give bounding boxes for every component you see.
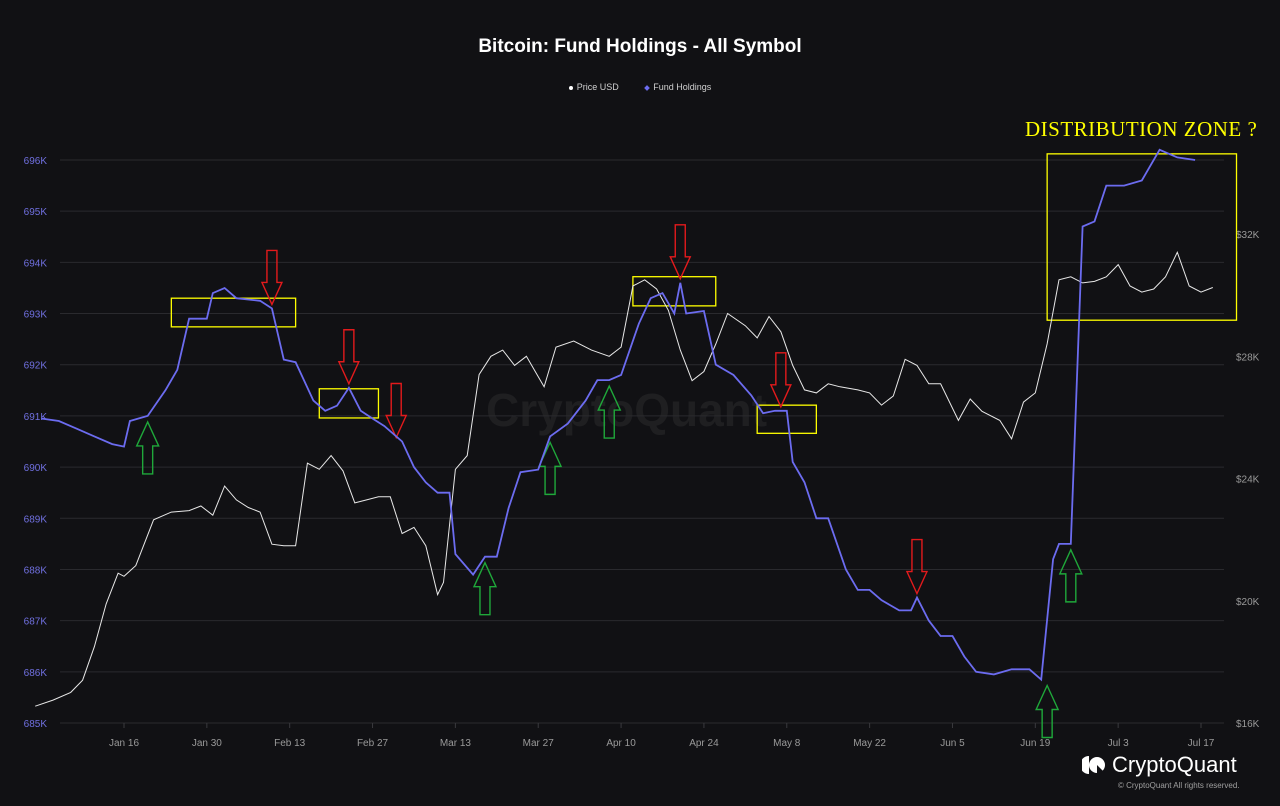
- circle-marker-icon: [568, 85, 573, 90]
- svg-text:$24K: $24K: [1236, 475, 1260, 486]
- gridlines: [60, 159, 1224, 724]
- buy-arrow-icon: [1035, 683, 1060, 739]
- cryptoquant-logo: CryptoQuant: [1082, 752, 1237, 778]
- svg-text:Mar 27: Mar 27: [523, 738, 555, 749]
- svg-text:695K: 695K: [24, 207, 48, 218]
- svg-text:Feb 13: Feb 13: [274, 738, 306, 749]
- svg-text:Jan 16: Jan 16: [109, 738, 139, 749]
- svg-text:692K: 692K: [24, 361, 48, 372]
- copyright: © CryptoQuant All rights reserved.: [1118, 781, 1240, 790]
- svg-text:Mar 13: Mar 13: [440, 738, 472, 749]
- right-axis-labels: $16K $20K $24K $28K $32K: [1236, 230, 1260, 730]
- svg-text:693K: 693K: [24, 310, 48, 321]
- svg-text:$20K: $20K: [1236, 597, 1260, 608]
- sell-arrow-icon: [669, 224, 692, 281]
- svg-text:Apr 24: Apr 24: [689, 738, 719, 749]
- brand-name: CryptoQuant: [1112, 752, 1237, 777]
- svg-text:Jul 17: Jul 17: [1188, 738, 1215, 749]
- sell-arrow-icon: [905, 538, 929, 596]
- svg-text:687K: 687K: [24, 617, 48, 628]
- svg-text:Jul 3: Jul 3: [1108, 738, 1130, 749]
- buy-arrow-icon: [135, 420, 160, 475]
- svg-text:Jun 19: Jun 19: [1020, 738, 1050, 749]
- legend-item-price[interactable]: Price USD: [568, 82, 622, 92]
- svg-text:685K: 685K: [24, 719, 48, 730]
- legend-label: Fund Holdings: [653, 82, 712, 92]
- svg-text:694K: 694K: [24, 258, 48, 269]
- svg-text:$32K: $32K: [1236, 230, 1260, 241]
- price-usd-line: [35, 250, 1213, 707]
- chart-legend: Price USD Fund Holdings: [0, 82, 1280, 92]
- svg-text:688K: 688K: [24, 565, 48, 576]
- highlight-box: [1046, 153, 1238, 321]
- highlight-box: [318, 388, 380, 419]
- highlight-box: [756, 404, 818, 434]
- legend-item-fund-holdings[interactable]: Fund Holdings: [644, 82, 712, 92]
- left-axis-labels: 685K 686K 687K 688K 689K 690K 691K 692K 693K 694K…: [24, 156, 48, 730]
- svg-text:$16K: $16K: [1236, 719, 1260, 730]
- svg-text:686K: 686K: [24, 668, 48, 679]
- distribution-zone-label: DISTRIBUTION ZONE ?: [1025, 117, 1258, 141]
- fund-holdings-line: [41, 148, 1196, 682]
- svg-text:696K: 696K: [24, 156, 48, 167]
- svg-text:Jun 5: Jun 5: [940, 738, 965, 749]
- sell-arrow-icon: [769, 352, 792, 409]
- sell-arrow-icon: [385, 382, 408, 440]
- sell-arrow-icon: [260, 249, 284, 307]
- cryptoquant-logo-icon: [1082, 755, 1106, 775]
- buy-arrow-icon: [597, 384, 622, 439]
- sell-arrow-icon: [337, 329, 360, 386]
- svg-text:691K: 691K: [24, 412, 48, 423]
- svg-text:690K: 690K: [24, 463, 48, 474]
- buy-arrow-icon: [1058, 548, 1083, 603]
- buy-arrow-icon: [472, 560, 498, 616]
- svg-text:Jan 30: Jan 30: [192, 738, 222, 749]
- buy-arrow-icon: [537, 440, 563, 496]
- legend-label: Price USD: [576, 82, 619, 92]
- svg-text:May 22: May 22: [853, 738, 886, 749]
- annotations: [135, 153, 1238, 739]
- watermark: CryptoQuant: [486, 384, 768, 436]
- chart-title: Bitcoin: Fund Holdings - All Symbol: [478, 36, 802, 57]
- svg-text:Feb 27: Feb 27: [357, 738, 389, 749]
- highlight-box: [632, 276, 717, 307]
- svg-text:$28K: $28K: [1236, 352, 1260, 363]
- svg-text:May 8: May 8: [773, 738, 801, 749]
- x-axis: Jan 16 Jan 30 Feb 13 Feb 27 Mar 13 Mar 27 Apr …: [109, 723, 1215, 749]
- highlight-box: [170, 297, 297, 328]
- svg-text:689K: 689K: [24, 514, 48, 525]
- svg-text:Apr 10: Apr 10: [606, 738, 636, 749]
